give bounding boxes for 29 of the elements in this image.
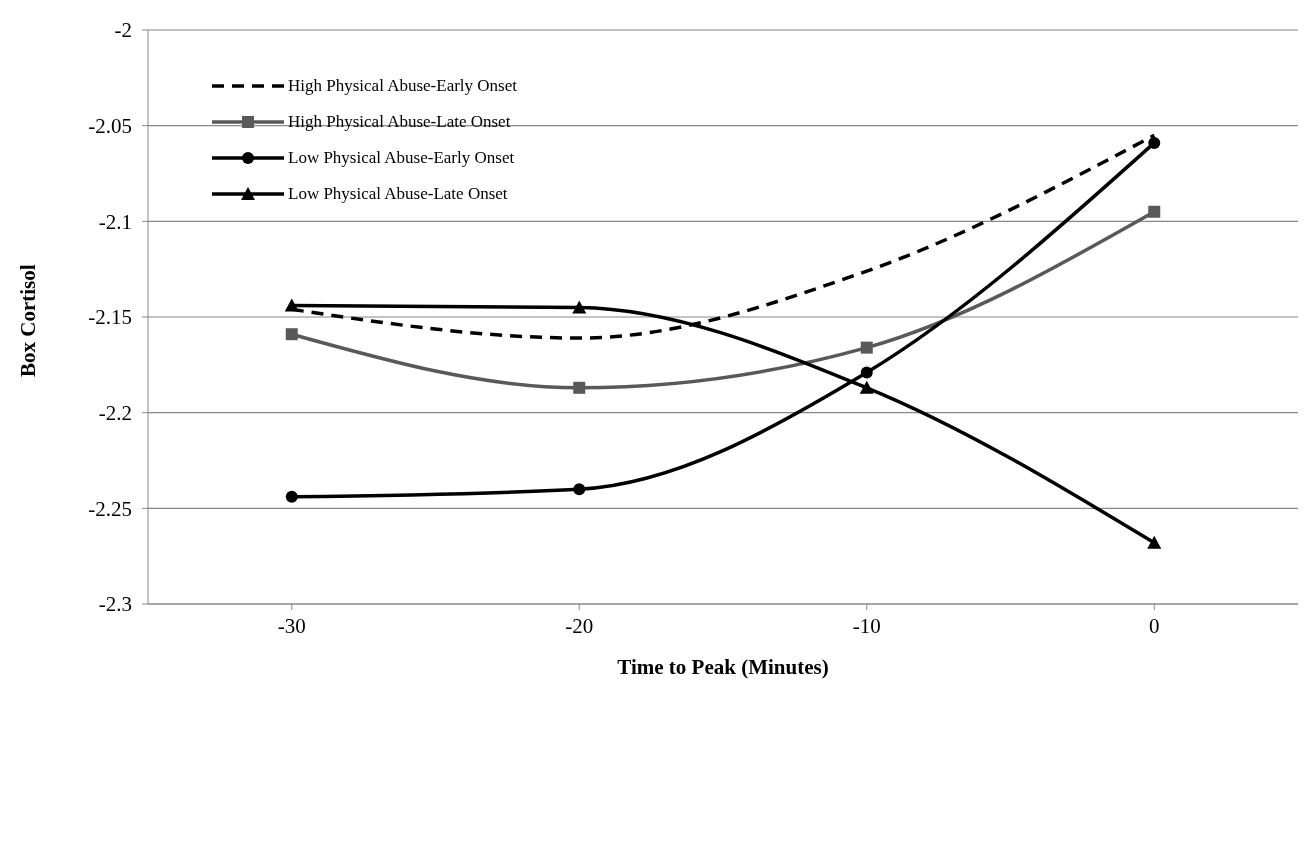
point [859, 380, 874, 394]
point [1148, 205, 1161, 218]
y-axis-title: Box Cortisol [16, 264, 41, 377]
x-tick-label: -30 [277, 613, 306, 638]
legend-label: High Physical Abuse-Early Onset [288, 76, 517, 96]
point [573, 483, 586, 496]
point [860, 341, 873, 354]
legend-label: Low Physical Abuse-Early Onset [288, 148, 515, 168]
point [285, 490, 298, 503]
y-tick-label: -2.3 [98, 592, 132, 617]
y-tick-label: -2.1 [98, 209, 132, 234]
point [284, 298, 299, 312]
point [573, 381, 586, 394]
x-tick-label: 0 [1149, 613, 1160, 638]
point [572, 300, 587, 314]
legend-label: Low Physical Abuse-Late Onset [288, 184, 508, 204]
x-axis-title: Time to Peak (Minutes) [617, 655, 829, 679]
point [285, 328, 298, 341]
point [860, 366, 873, 379]
point [1147, 535, 1162, 549]
x-tick-label: -10 [852, 613, 881, 638]
y-tick-label: -2 [114, 18, 132, 43]
y-tick-label: -2.2 [98, 401, 132, 426]
y-tick-label: -2.25 [88, 496, 132, 521]
point [1148, 136, 1161, 149]
y-tick-label: -2.05 [88, 114, 132, 139]
x-tick-label: -20 [565, 613, 594, 638]
y-tick-label: -2.15 [88, 305, 132, 330]
legend-label: High Physical Abuse-Late Onset [288, 112, 511, 132]
